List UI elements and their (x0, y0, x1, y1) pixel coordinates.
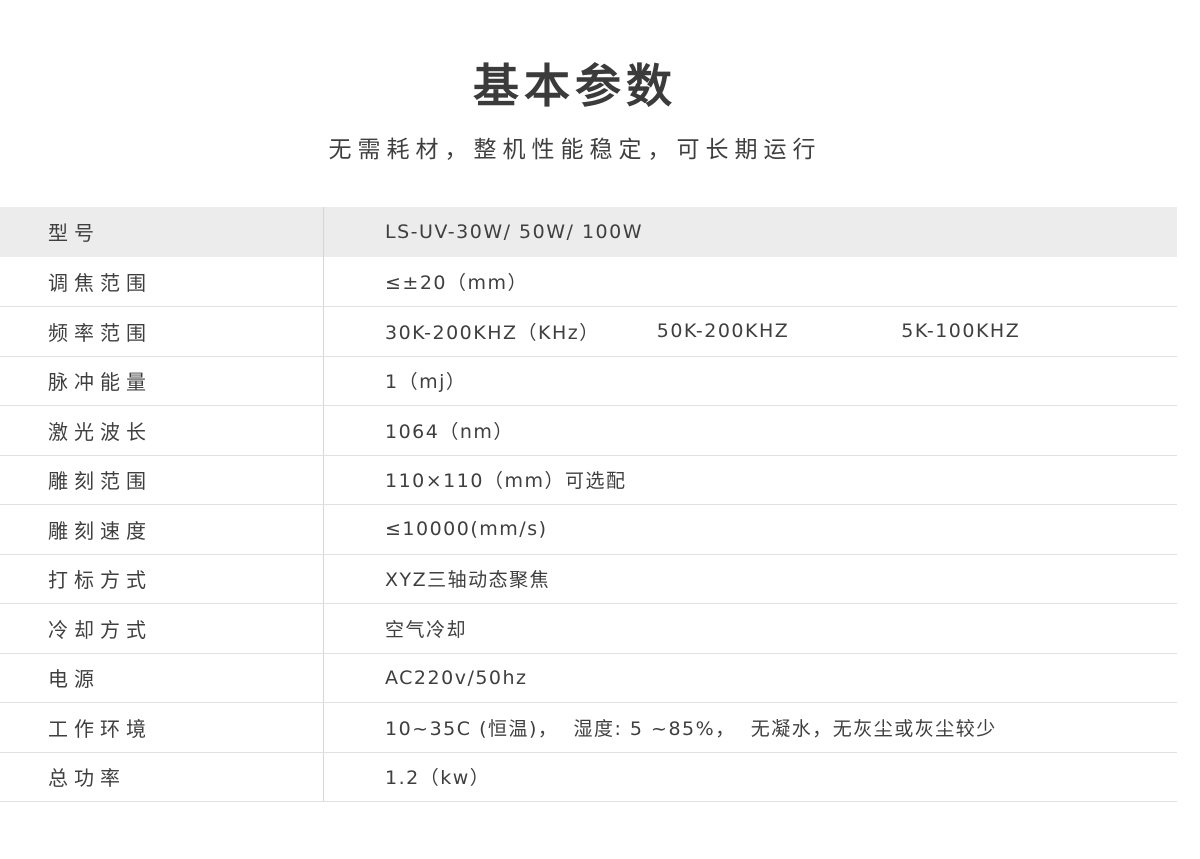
row-value-segment: 30K-200KHZ（KHz） (385, 321, 600, 344)
row-value: XYZ三轴动态聚焦 (324, 555, 1177, 604)
spec-table: 型号 LS-UV-30W/ 50W/ 100W 调焦范围 ≤±20（mm） 频率… (0, 207, 1177, 802)
row-label: 频率范围 (0, 307, 324, 356)
table-row: 工作环境 10~35C (恒温)， 湿度: 5 ~85%， 无凝水，无灰尘或灰尘… (0, 702, 1177, 752)
row-value: 1.2（kw） (324, 753, 1177, 802)
table-row: 脉冲能量 1（mj） (0, 355, 1177, 406)
row-label: 总功率 (0, 752, 324, 801)
page-title: 基本参数 (473, 59, 677, 113)
row-label: 电源 (0, 653, 324, 702)
row-label: 冷却方式 (0, 604, 324, 653)
row-value-segment: LS-UV-30W/ 50W/ 100W (385, 220, 644, 243)
table-row: 调焦范围 ≤±20（mm） (0, 256, 1177, 307)
row-label: 激光波长 (0, 406, 324, 455)
row-value: LS-UV-30W/ 50W/ 100W (324, 207, 1177, 257)
row-value: AC220v/50hz (324, 654, 1177, 703)
row-value-segment: 1.2（kw） (385, 767, 491, 790)
row-value-segment: 50K-200KHZ (656, 320, 790, 343)
row-value: 30K-200KHZ（KHz） 50K-200KHZ 5K-100KHZ (324, 307, 1177, 356)
row-label: 打标方式 (0, 554, 324, 603)
row-label: 工作环境 (0, 703, 324, 752)
row-value: 空气冷却 (324, 604, 1177, 653)
table-row: 频率范围 30K-200KHZ（KHz） 50K-200KHZ 5K-100KHZ (0, 306, 1177, 356)
row-value: 110×110（mm）可选配 (324, 456, 1177, 505)
row-label: 脉冲能量 (0, 356, 324, 405)
row-value-segment: 1064（nm） (385, 420, 514, 443)
page-subtitle: 无需耗材，整机性能稳定，可长期运行 (328, 137, 822, 163)
row-value-segment: AC220v/50hz (385, 666, 528, 689)
row-value: 10~35C (恒温)， 湿度: 5 ~85%， 无凝水，无灰尘或灰尘较少 (324, 703, 1177, 752)
table-row: 打标方式 XYZ三轴动态聚焦 (0, 553, 1177, 604)
table-row: 电源 AC220v/50hz (0, 652, 1177, 703)
row-value-segment: 空气冷却 (385, 618, 468, 641)
row-value: ≤±20（mm） (324, 257, 1177, 307)
table-row: 型号 LS-UV-30W/ 50W/ 100W (0, 207, 1177, 257)
table-row: 冷却方式 空气冷却 (0, 603, 1177, 653)
table-row: 激光波长 1064（nm） (0, 405, 1177, 455)
row-label: 雕刻范围 (0, 455, 324, 504)
table-row: 雕刻速度 ≤10000(mm/s) (0, 504, 1177, 554)
row-value-segment: 1（mj） (385, 371, 467, 394)
row-value: 1064（nm） (324, 406, 1177, 455)
table-row: 雕刻范围 110×110（mm）可选配 (0, 454, 1177, 505)
row-value-segment: XYZ三轴动态聚焦 (385, 569, 551, 592)
row-value-segment: ≤10000(mm/s) (385, 518, 548, 541)
row-value-segment: 110×110（mm）可选配 (385, 470, 627, 493)
row-label: 雕刻速度 (0, 505, 324, 554)
row-value-segment: ≤±20（mm） (385, 271, 529, 294)
table-row: 总功率 1.2（kw） (0, 751, 1177, 802)
row-label: 调焦范围 (0, 256, 324, 306)
row-label: 型号 (0, 207, 324, 257)
row-value: ≤10000(mm/s) (324, 505, 1177, 554)
row-value: 1（mj） (324, 357, 1177, 406)
row-value-segment: 5K-100KHZ (901, 320, 1021, 343)
row-value-segment: 10~35C (恒温)， 湿度: 5 ~85%， 无凝水，无灰尘或灰尘较少 (385, 717, 997, 740)
